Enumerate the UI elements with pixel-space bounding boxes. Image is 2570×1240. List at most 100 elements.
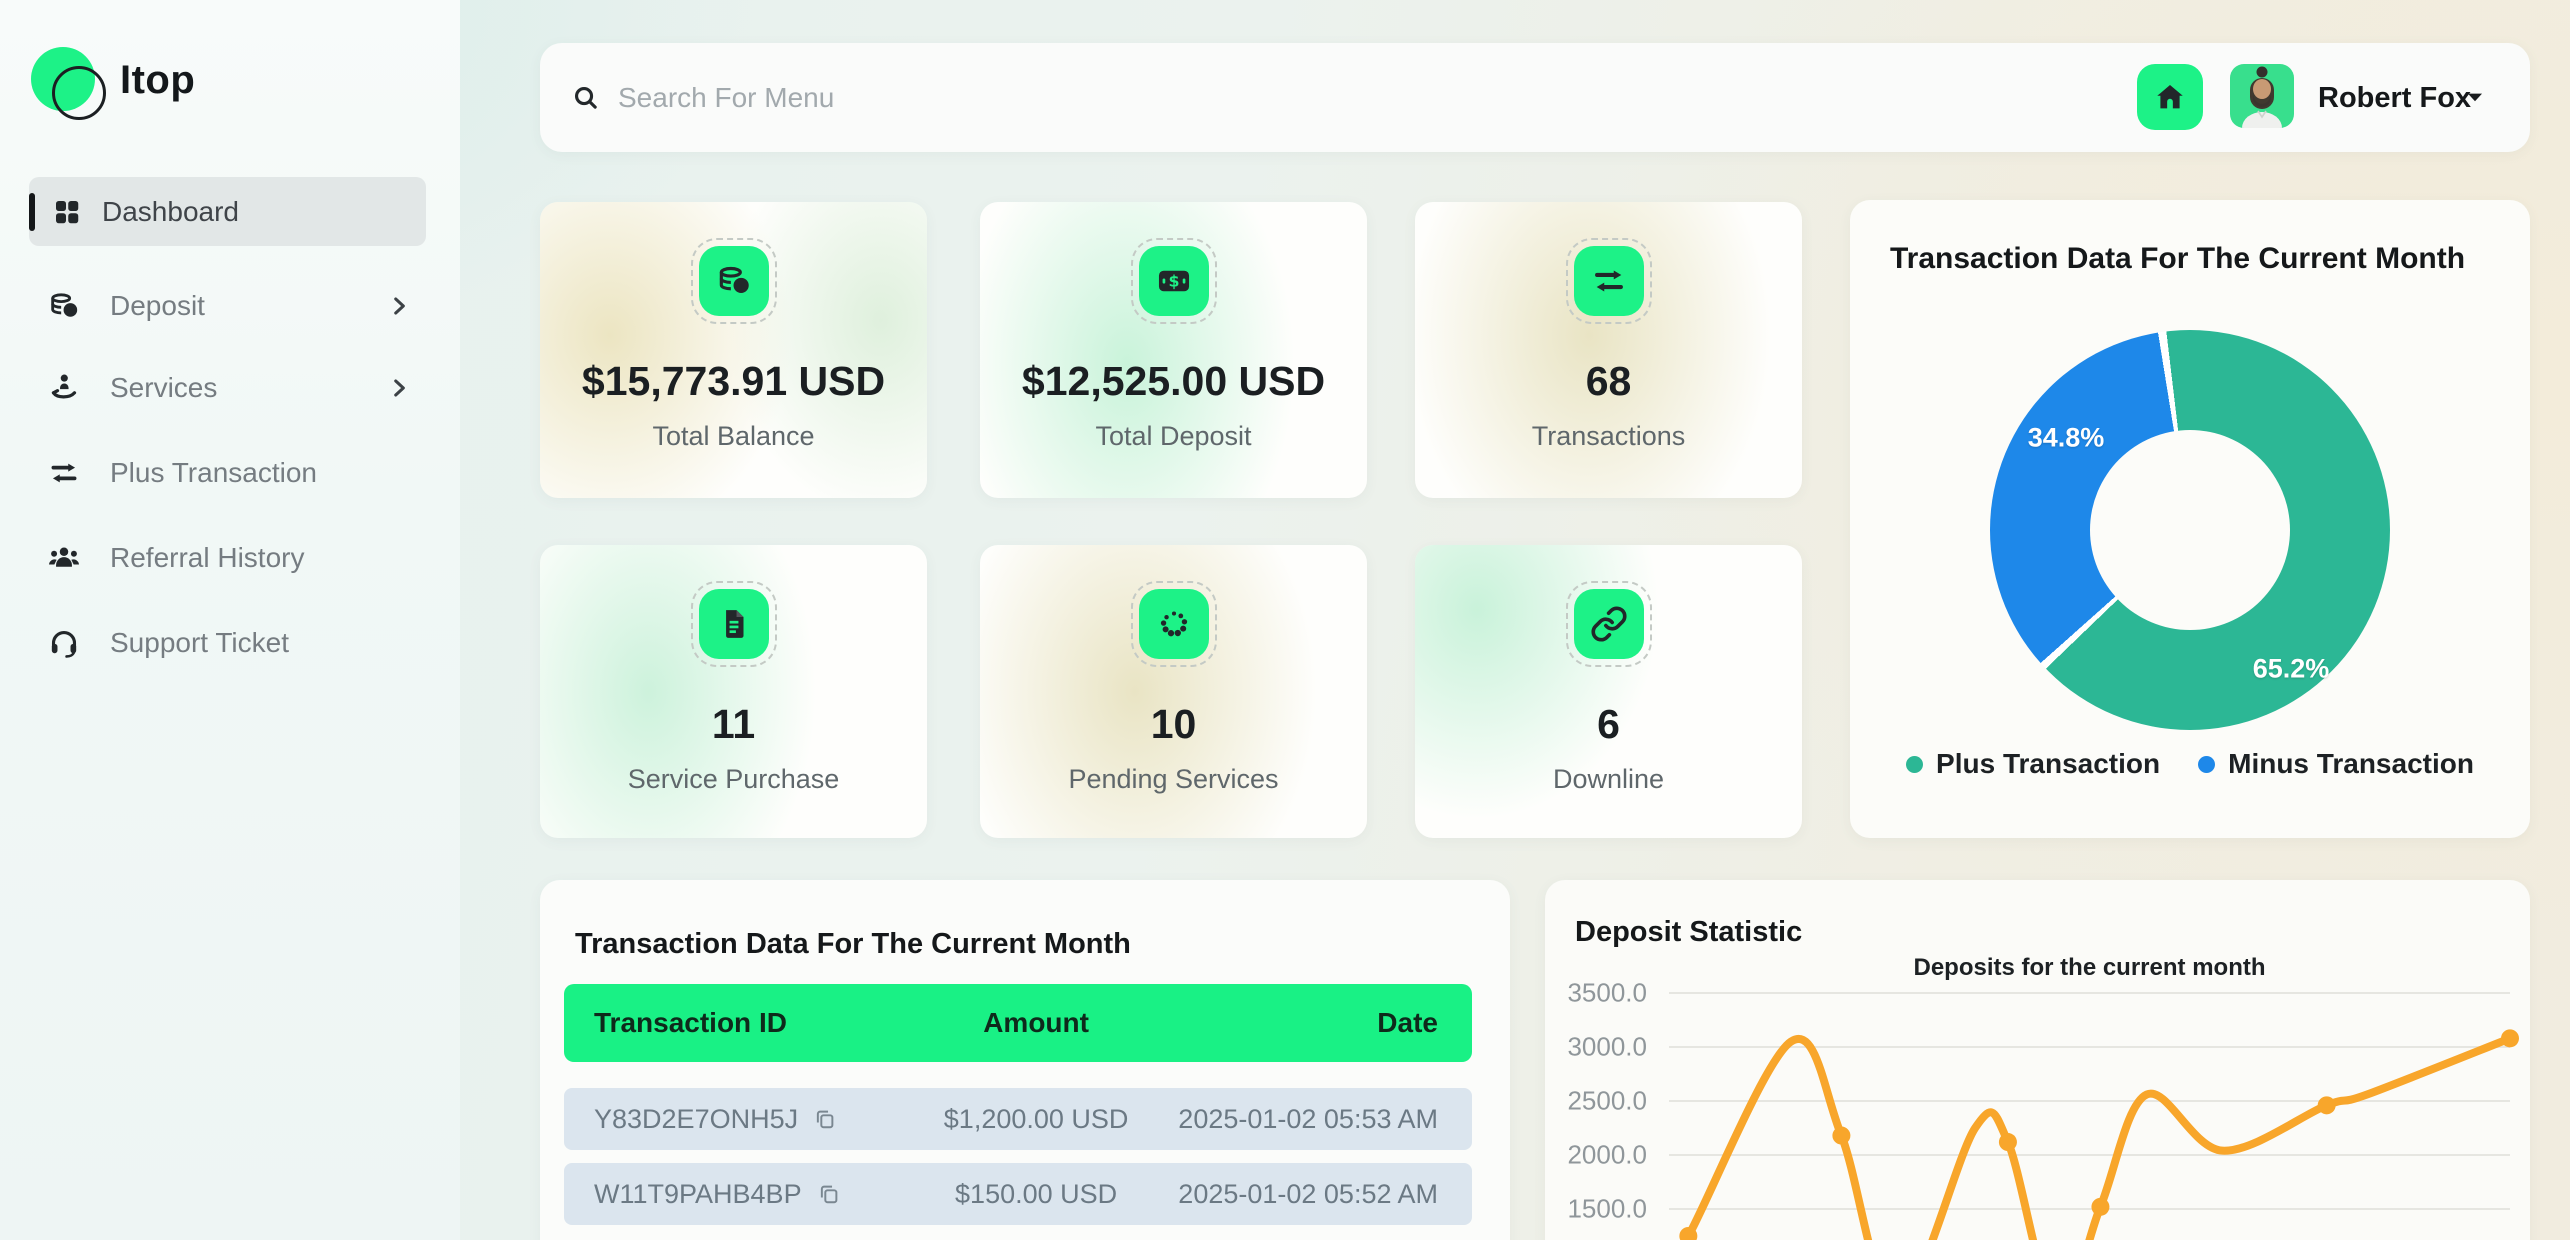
deposit-panel-title: Deposit Statistic xyxy=(1575,916,1803,948)
stat-value: $15,773.91 USD xyxy=(581,358,886,404)
y-axis-tick: 3500.0 xyxy=(1567,977,1647,1008)
donut-hole xyxy=(2090,430,2290,630)
search-icon xyxy=(571,83,600,112)
copy-icon[interactable] xyxy=(812,1106,838,1132)
stat-card-transactions: 68 Transactions xyxy=(1415,202,1802,498)
sidebar-item-deposit[interactable]: Deposit xyxy=(29,277,426,335)
banknote-icon: $ xyxy=(1138,246,1209,316)
active-indicator-bar xyxy=(29,193,35,231)
home-icon xyxy=(2152,79,2188,115)
stat-value: 10 xyxy=(1150,701,1197,747)
legend-label: Minus Transaction xyxy=(2228,748,2474,779)
column-header-amount: Amount xyxy=(983,1007,1089,1038)
exchange-icon xyxy=(47,456,81,490)
stat-card-pending-services: 10 Pending Services xyxy=(980,545,1367,838)
stat-label: Transactions xyxy=(1531,421,1686,451)
stat-label: Service Purchase xyxy=(627,764,840,794)
caret-down-icon[interactable] xyxy=(2462,85,2488,111)
icon-tile-dashed-ring: $ xyxy=(1130,238,1217,324)
stat-value: 6 xyxy=(1597,701,1620,747)
icon-tile-dashed-ring xyxy=(690,581,777,667)
transaction-id: Y83D2E7ONH5J xyxy=(594,1103,799,1134)
y-axis-tick: 3000.0 xyxy=(1567,1031,1647,1062)
stat-value: 68 xyxy=(1585,358,1632,404)
sidebar-item-label: Plus Transaction xyxy=(110,457,317,488)
topbar: Robert Fox xyxy=(540,43,2530,152)
stat-card-total-deposit: $ $12,525.00 USD Total Deposit xyxy=(980,202,1367,498)
donut-legend: Plus Transaction Minus Transaction xyxy=(1850,748,2530,780)
column-header-date: Date xyxy=(1377,1007,1438,1038)
coins-icon xyxy=(47,289,81,323)
stat-label: Total Balance xyxy=(652,421,815,451)
sidebar-item-label: Services xyxy=(110,372,218,403)
link-icon xyxy=(1573,589,1644,659)
legend-item-plus-transaction[interactable]: Plus Transaction xyxy=(1906,748,2160,780)
user-name[interactable]: Robert Fox xyxy=(2318,82,2472,114)
sidebar-item-dashboard[interactable]: Dashboard xyxy=(29,177,426,246)
users-icon xyxy=(47,541,81,575)
y-axis-tick: 2500.0 xyxy=(1567,1085,1647,1116)
transaction-amount: $1,200.00 USD xyxy=(943,1103,1129,1134)
hand-user-icon xyxy=(47,371,81,405)
sidebar-item-label: Support Ticket xyxy=(110,627,289,658)
transactions-table-panel: Transaction Data For The Current Month T… xyxy=(540,880,1510,1240)
avatar[interactable] xyxy=(2230,64,2294,128)
y-axis-tick: 1500.0 xyxy=(1567,1193,1647,1224)
sidebar-item-plus-transaction[interactable]: Plus Transaction xyxy=(29,444,426,502)
donut-chart: 65.2% 34.8% xyxy=(1990,330,2390,730)
icon-tile-dashed-ring xyxy=(1565,238,1652,324)
slice-label-minus: 34.8% xyxy=(2027,422,2105,453)
sidebar-item-label: Dashboard xyxy=(102,195,239,227)
document-icon xyxy=(698,589,769,659)
logo-text: Itop xyxy=(120,58,196,102)
sidebar-item-label: Deposit xyxy=(110,290,205,321)
y-axis-tick: 2000.0 xyxy=(1567,1139,1647,1170)
sidebar-item-label: Referral History xyxy=(110,542,305,573)
deposit-statistic-panel: Deposit Statistic Deposits for the curre… xyxy=(1545,880,2530,1240)
stat-value: $12,525.00 USD xyxy=(1021,358,1326,404)
sidebar-item-support-ticket[interactable]: Support Ticket xyxy=(29,614,426,672)
headset-icon xyxy=(47,626,81,660)
stat-label: Pending Services xyxy=(1068,764,1279,794)
copy-icon[interactable] xyxy=(816,1181,842,1207)
home-button[interactable] xyxy=(2137,64,2203,130)
transaction-donut-panel: Transaction Data For The Current Month 6… xyxy=(1850,200,2530,838)
transaction-amount: $150.00 USD xyxy=(955,1178,1118,1209)
legend-label: Plus Transaction xyxy=(1936,748,2161,779)
transaction-date: 2025-01-02 05:53 AM xyxy=(1178,1103,1438,1134)
legend-dot-blue xyxy=(2198,755,2216,773)
legend-dot-teal xyxy=(1906,755,1924,773)
icon-tile-dashed-ring xyxy=(1130,581,1217,667)
spinner-icon xyxy=(1138,589,1209,659)
exchange-icon xyxy=(1573,246,1644,316)
sidebar: Itop Dashboard Deposit Services xyxy=(0,0,460,1240)
legend-item-minus-transaction[interactable]: Minus Transaction xyxy=(2198,748,2474,780)
table-row: W11T9PAHB4BP $150.00 USD 2025-01-02 05:5… xyxy=(564,1163,1472,1225)
sidebar-item-services[interactable]: Services xyxy=(29,359,426,417)
table-row: Y83D2E7ONH5J $1,200.00 USD 2025-01-02 05… xyxy=(564,1088,1472,1150)
deposit-chart-title: Deposits for the current month xyxy=(1913,954,2266,981)
coins-icon xyxy=(698,246,769,316)
chevron-right-icon xyxy=(386,375,412,401)
stat-card-service-purchase: 11 Service Purchase xyxy=(540,545,927,838)
transaction-date: 2025-01-02 05:52 AM xyxy=(1178,1178,1438,1209)
column-header-transaction-id: Transaction ID xyxy=(594,1007,787,1038)
table-header: Transaction ID Amount Date xyxy=(564,984,1472,1062)
stat-card-downline: 6 Downline xyxy=(1415,545,1802,838)
svg-text:$: $ xyxy=(1168,272,1179,291)
icon-tile-dashed-ring xyxy=(690,238,777,324)
stat-label: Total Deposit xyxy=(1095,421,1252,451)
transaction-id: W11T9PAHB4BP xyxy=(594,1178,802,1209)
stat-value: 11 xyxy=(711,701,756,747)
table-panel-title: Transaction Data For The Current Month xyxy=(575,928,1131,960)
search-input[interactable] xyxy=(616,71,1720,125)
grid-icon xyxy=(50,195,84,229)
icon-tile-dashed-ring xyxy=(1565,581,1652,667)
stat-label: Downline xyxy=(1552,764,1665,794)
deposit-line-chart xyxy=(1669,992,2519,1240)
logo-ring-icon xyxy=(52,66,106,120)
stat-card-total-balance: $15,773.91 USD Total Balance xyxy=(540,202,927,498)
donut-panel-title: Transaction Data For The Current Month xyxy=(1890,242,2466,275)
sidebar-item-referral-history[interactable]: Referral History xyxy=(29,529,426,587)
